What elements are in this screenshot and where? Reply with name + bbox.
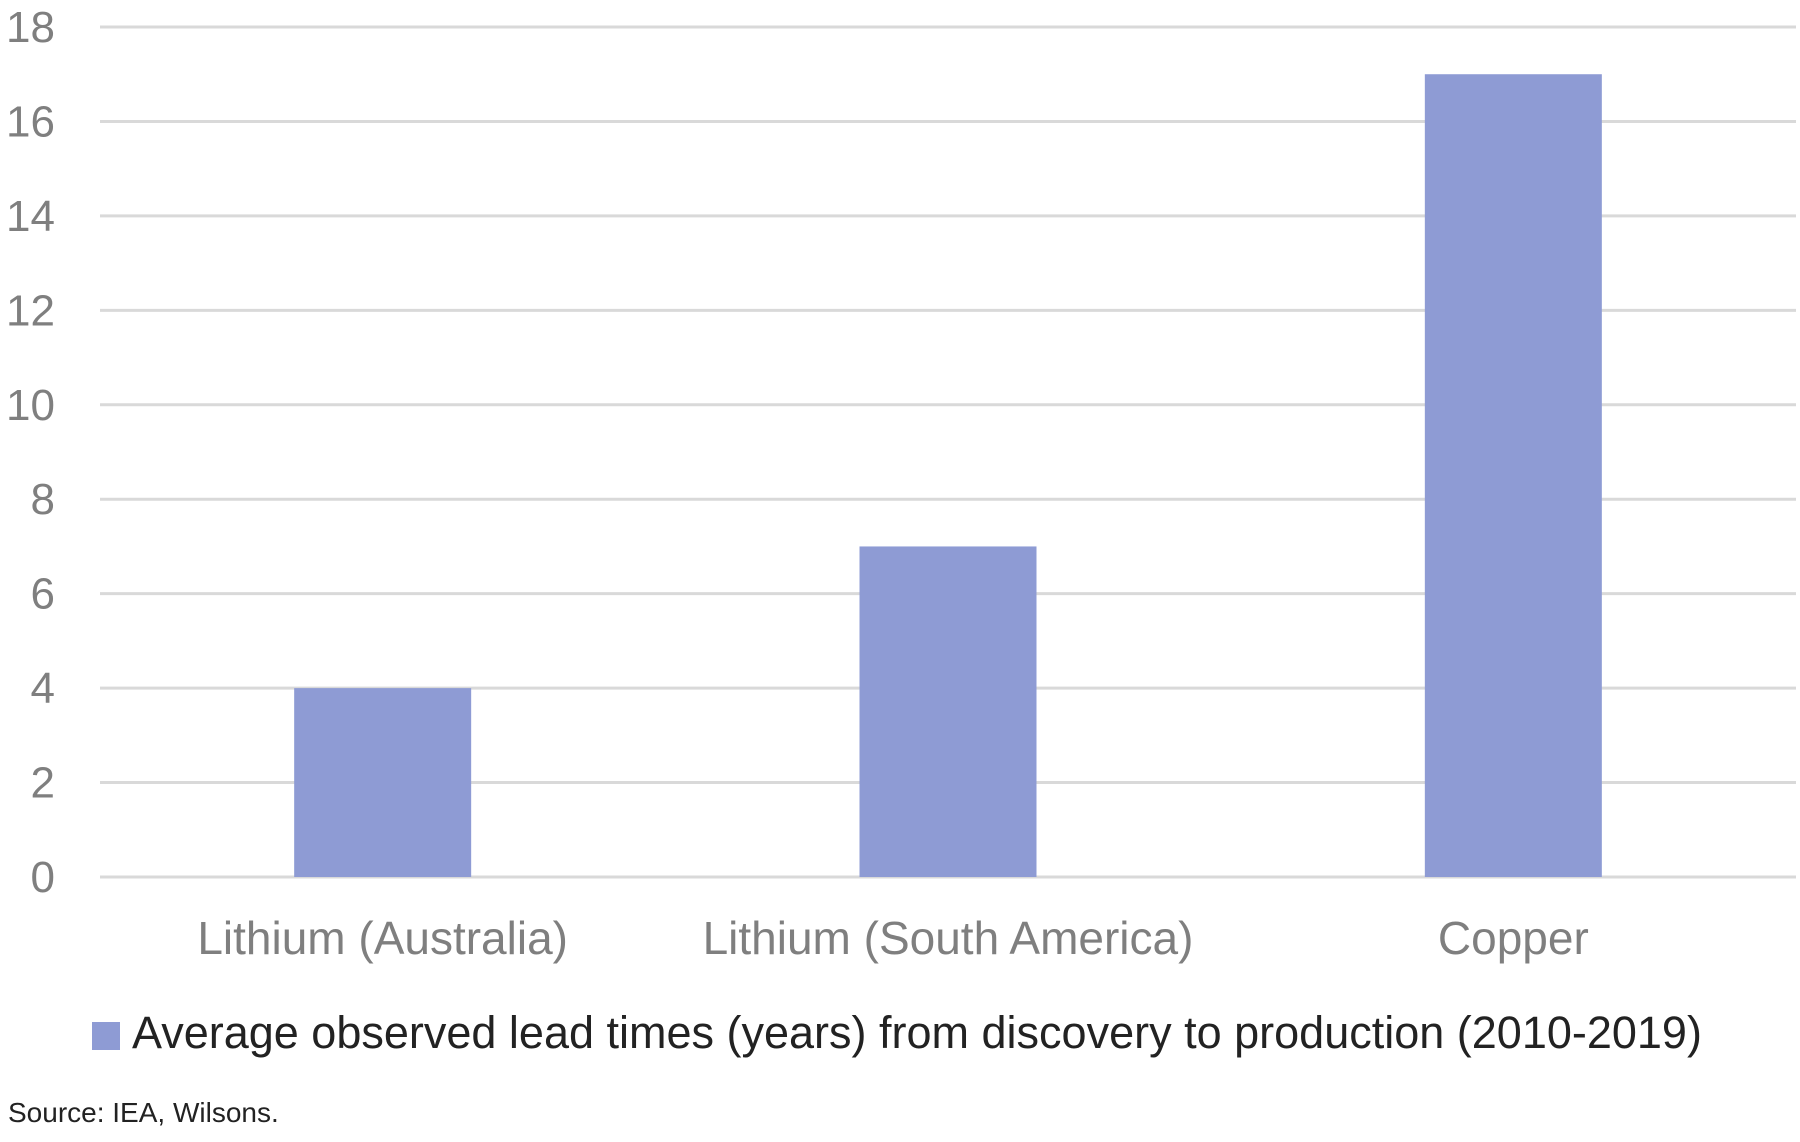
x-category-label: Copper bbox=[1438, 912, 1589, 964]
legend: Average observed lead times (years) from… bbox=[92, 1007, 1702, 1058]
y-axis-ticks: 0 2 4 6 8 10 12 14 16 18 bbox=[6, 3, 55, 902]
y-tick-label: 12 bbox=[6, 286, 55, 335]
y-tick-label: 0 bbox=[31, 853, 55, 902]
y-tick-label: 4 bbox=[31, 664, 55, 713]
source-note: Source: IEA, Wilsons. bbox=[8, 1097, 279, 1128]
legend-label: Average observed lead times (years) from… bbox=[132, 1007, 1702, 1058]
legend-swatch bbox=[92, 1022, 120, 1050]
x-category-label: Lithium (Australia) bbox=[197, 912, 568, 964]
y-tick-label: 8 bbox=[31, 475, 55, 524]
y-tick-label: 18 bbox=[6, 3, 55, 52]
bar bbox=[859, 546, 1037, 877]
y-tick-label: 14 bbox=[6, 192, 55, 241]
bar bbox=[1424, 74, 1602, 877]
bars bbox=[294, 74, 1602, 877]
y-tick-label: 10 bbox=[6, 381, 55, 430]
y-tick-label: 16 bbox=[6, 97, 55, 146]
x-category-label: Lithium (South America) bbox=[703, 912, 1194, 964]
y-tick-label: 6 bbox=[31, 570, 55, 619]
y-tick-label: 2 bbox=[31, 759, 55, 808]
bar bbox=[294, 688, 472, 877]
x-axis-labels: Lithium (Australia) Lithium (South Americ… bbox=[197, 912, 1588, 964]
